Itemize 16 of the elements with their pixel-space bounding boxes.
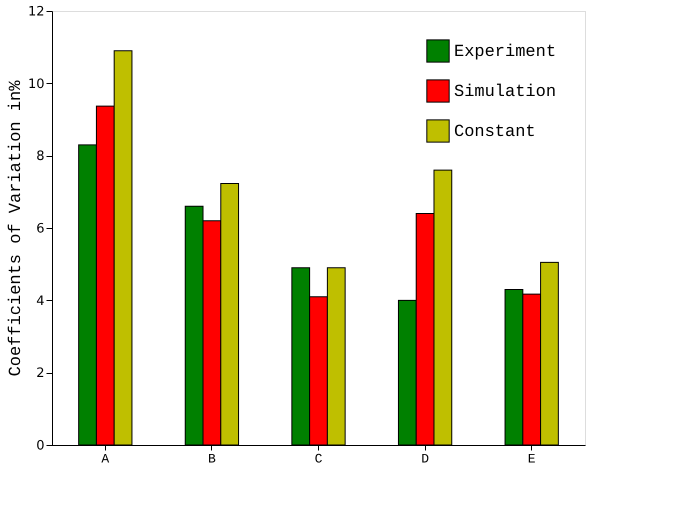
- x-tick-label: C: [314, 452, 323, 466]
- y-tick-label: 8: [36, 149, 44, 164]
- y-axis-title: Coefficients of Variation in%: [6, 80, 26, 376]
- y-tick-label: 12: [28, 4, 44, 20]
- x-tick-label: A: [101, 452, 110, 466]
- legend-label: Simulation: [454, 83, 556, 102]
- y-tick-label: 6: [36, 222, 44, 236]
- x-tick-label: D: [421, 452, 430, 466]
- x-tick-label: E: [528, 452, 536, 466]
- y-tick-label: 0: [36, 438, 44, 454]
- legend-label: Experiment: [454, 43, 556, 62]
- legend-label: Constant: [454, 123, 536, 142]
- y-tick-label: 2: [36, 366, 44, 382]
- x-tick-label: B: [208, 452, 216, 466]
- y-tick-label: 10: [28, 76, 44, 92]
- y-tick-label: 4: [36, 294, 44, 309]
